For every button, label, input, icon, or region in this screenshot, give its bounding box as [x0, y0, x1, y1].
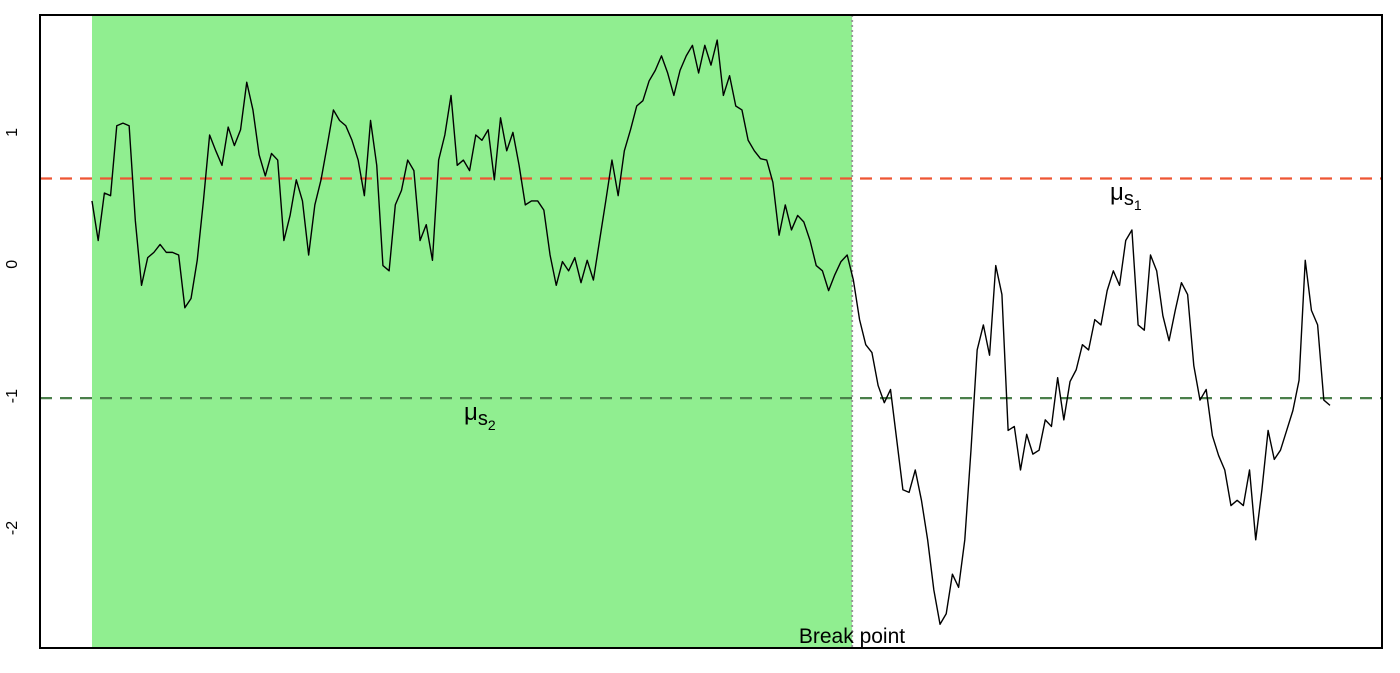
mu-symbol: μ — [1110, 179, 1124, 206]
y-tick-label: 0 — [4, 260, 21, 269]
mu-label: μs2 — [464, 399, 496, 433]
mu-subsub: 2 — [488, 417, 496, 433]
y-tick-label: -1 — [4, 389, 21, 403]
plot-frame — [39, 14, 1383, 649]
mu-sub: s — [1124, 188, 1134, 210]
mu-sub: s — [478, 408, 488, 430]
line-layer — [40, 15, 1382, 648]
breakpoint-label: Break point — [799, 625, 905, 648]
mu-subsub: 1 — [1134, 197, 1142, 213]
y-tick-label: 1 — [4, 128, 21, 137]
mu-label: μs1 — [1110, 179, 1142, 213]
series-line — [91, 39, 1331, 625]
y-tick-label: -2 — [4, 521, 21, 535]
mu-symbol: μ — [464, 399, 478, 426]
shaded-region — [91, 15, 853, 648]
background-layer — [91, 15, 853, 648]
